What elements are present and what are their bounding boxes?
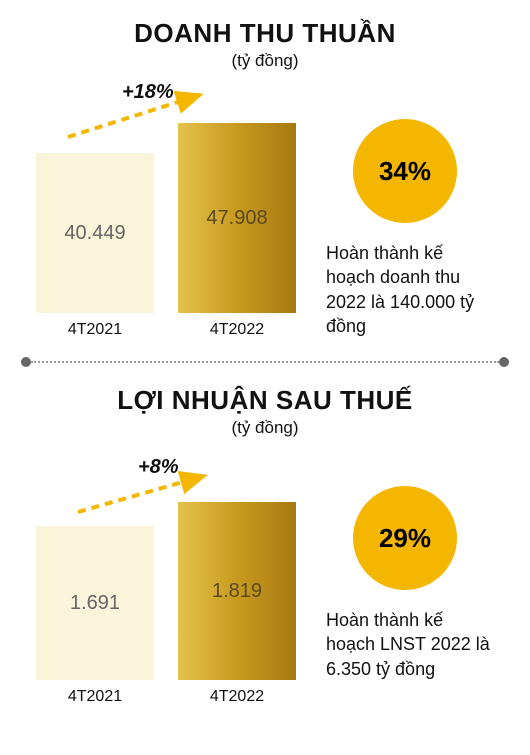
completion-text: Hoàn thành kế hoạch LNST 2022 là 6.350 t… <box>320 608 490 681</box>
side-block: 34% Hoàn thành kế hoạch doanh thu 2022 l… <box>320 119 490 338</box>
bar-4t2021: 40.449 <box>36 153 154 313</box>
bar-chart: +8% 1.691 4T2021 1.819 4T2022 <box>28 450 318 710</box>
divider-dot-icon <box>499 357 509 367</box>
growth-label: +18% <box>122 81 174 104</box>
panel-profit: LỢI NHUẬN SAU THUẾ (tỷ đồng) +8% 1.691 4… <box>0 367 530 724</box>
bar-label: 4T2021 <box>36 321 154 339</box>
panel-title: LỢI NHUẬN SAU THUẾ <box>22 385 508 416</box>
bar-4t2022: 47.908 <box>178 123 296 313</box>
bar-4t2021: 1.691 <box>36 526 154 680</box>
bar-label: 4T2022 <box>178 688 296 706</box>
bar-value: 47.908 <box>206 207 267 230</box>
panel-subtitle: (tỷ đồng) <box>22 51 508 71</box>
completion-text: Hoàn thành kế hoạch doanh thu 2022 là 14… <box>320 241 490 338</box>
panel-title: DOANH THU THUẦN <box>22 18 508 49</box>
panel-content: +8% 1.691 4T2021 1.819 4T2022 29% Hoàn t… <box>22 450 508 710</box>
panel-subtitle: (tỷ đồng) <box>22 418 508 438</box>
divider-line <box>31 361 499 363</box>
bar-label: 4T2021 <box>36 688 154 706</box>
divider-dot-icon <box>21 357 31 367</box>
panel-content: +18% 40.449 4T2021 47.908 4T2022 34% Hoà… <box>22 83 508 343</box>
bar-value: 40.449 <box>64 222 125 245</box>
completion-percent: 29% <box>379 523 431 554</box>
completion-circle: 34% <box>353 119 457 223</box>
bar-value: 1.819 <box>212 580 262 603</box>
panel-revenue: DOANH THU THUẦN (tỷ đồng) +18% 40.449 4T… <box>0 0 530 357</box>
completion-percent: 34% <box>379 156 431 187</box>
bar-chart: +18% 40.449 4T2021 47.908 4T2022 <box>28 83 318 343</box>
bar-value: 1.691 <box>70 592 120 615</box>
panel-divider <box>21 357 509 367</box>
side-block: 29% Hoàn thành kế hoạch LNST 2022 là 6.3… <box>320 486 490 681</box>
bar-label: 4T2022 <box>178 321 296 339</box>
completion-circle: 29% <box>353 486 457 590</box>
bar-4t2022: 1.819 <box>178 502 296 680</box>
growth-label: +8% <box>138 456 179 479</box>
